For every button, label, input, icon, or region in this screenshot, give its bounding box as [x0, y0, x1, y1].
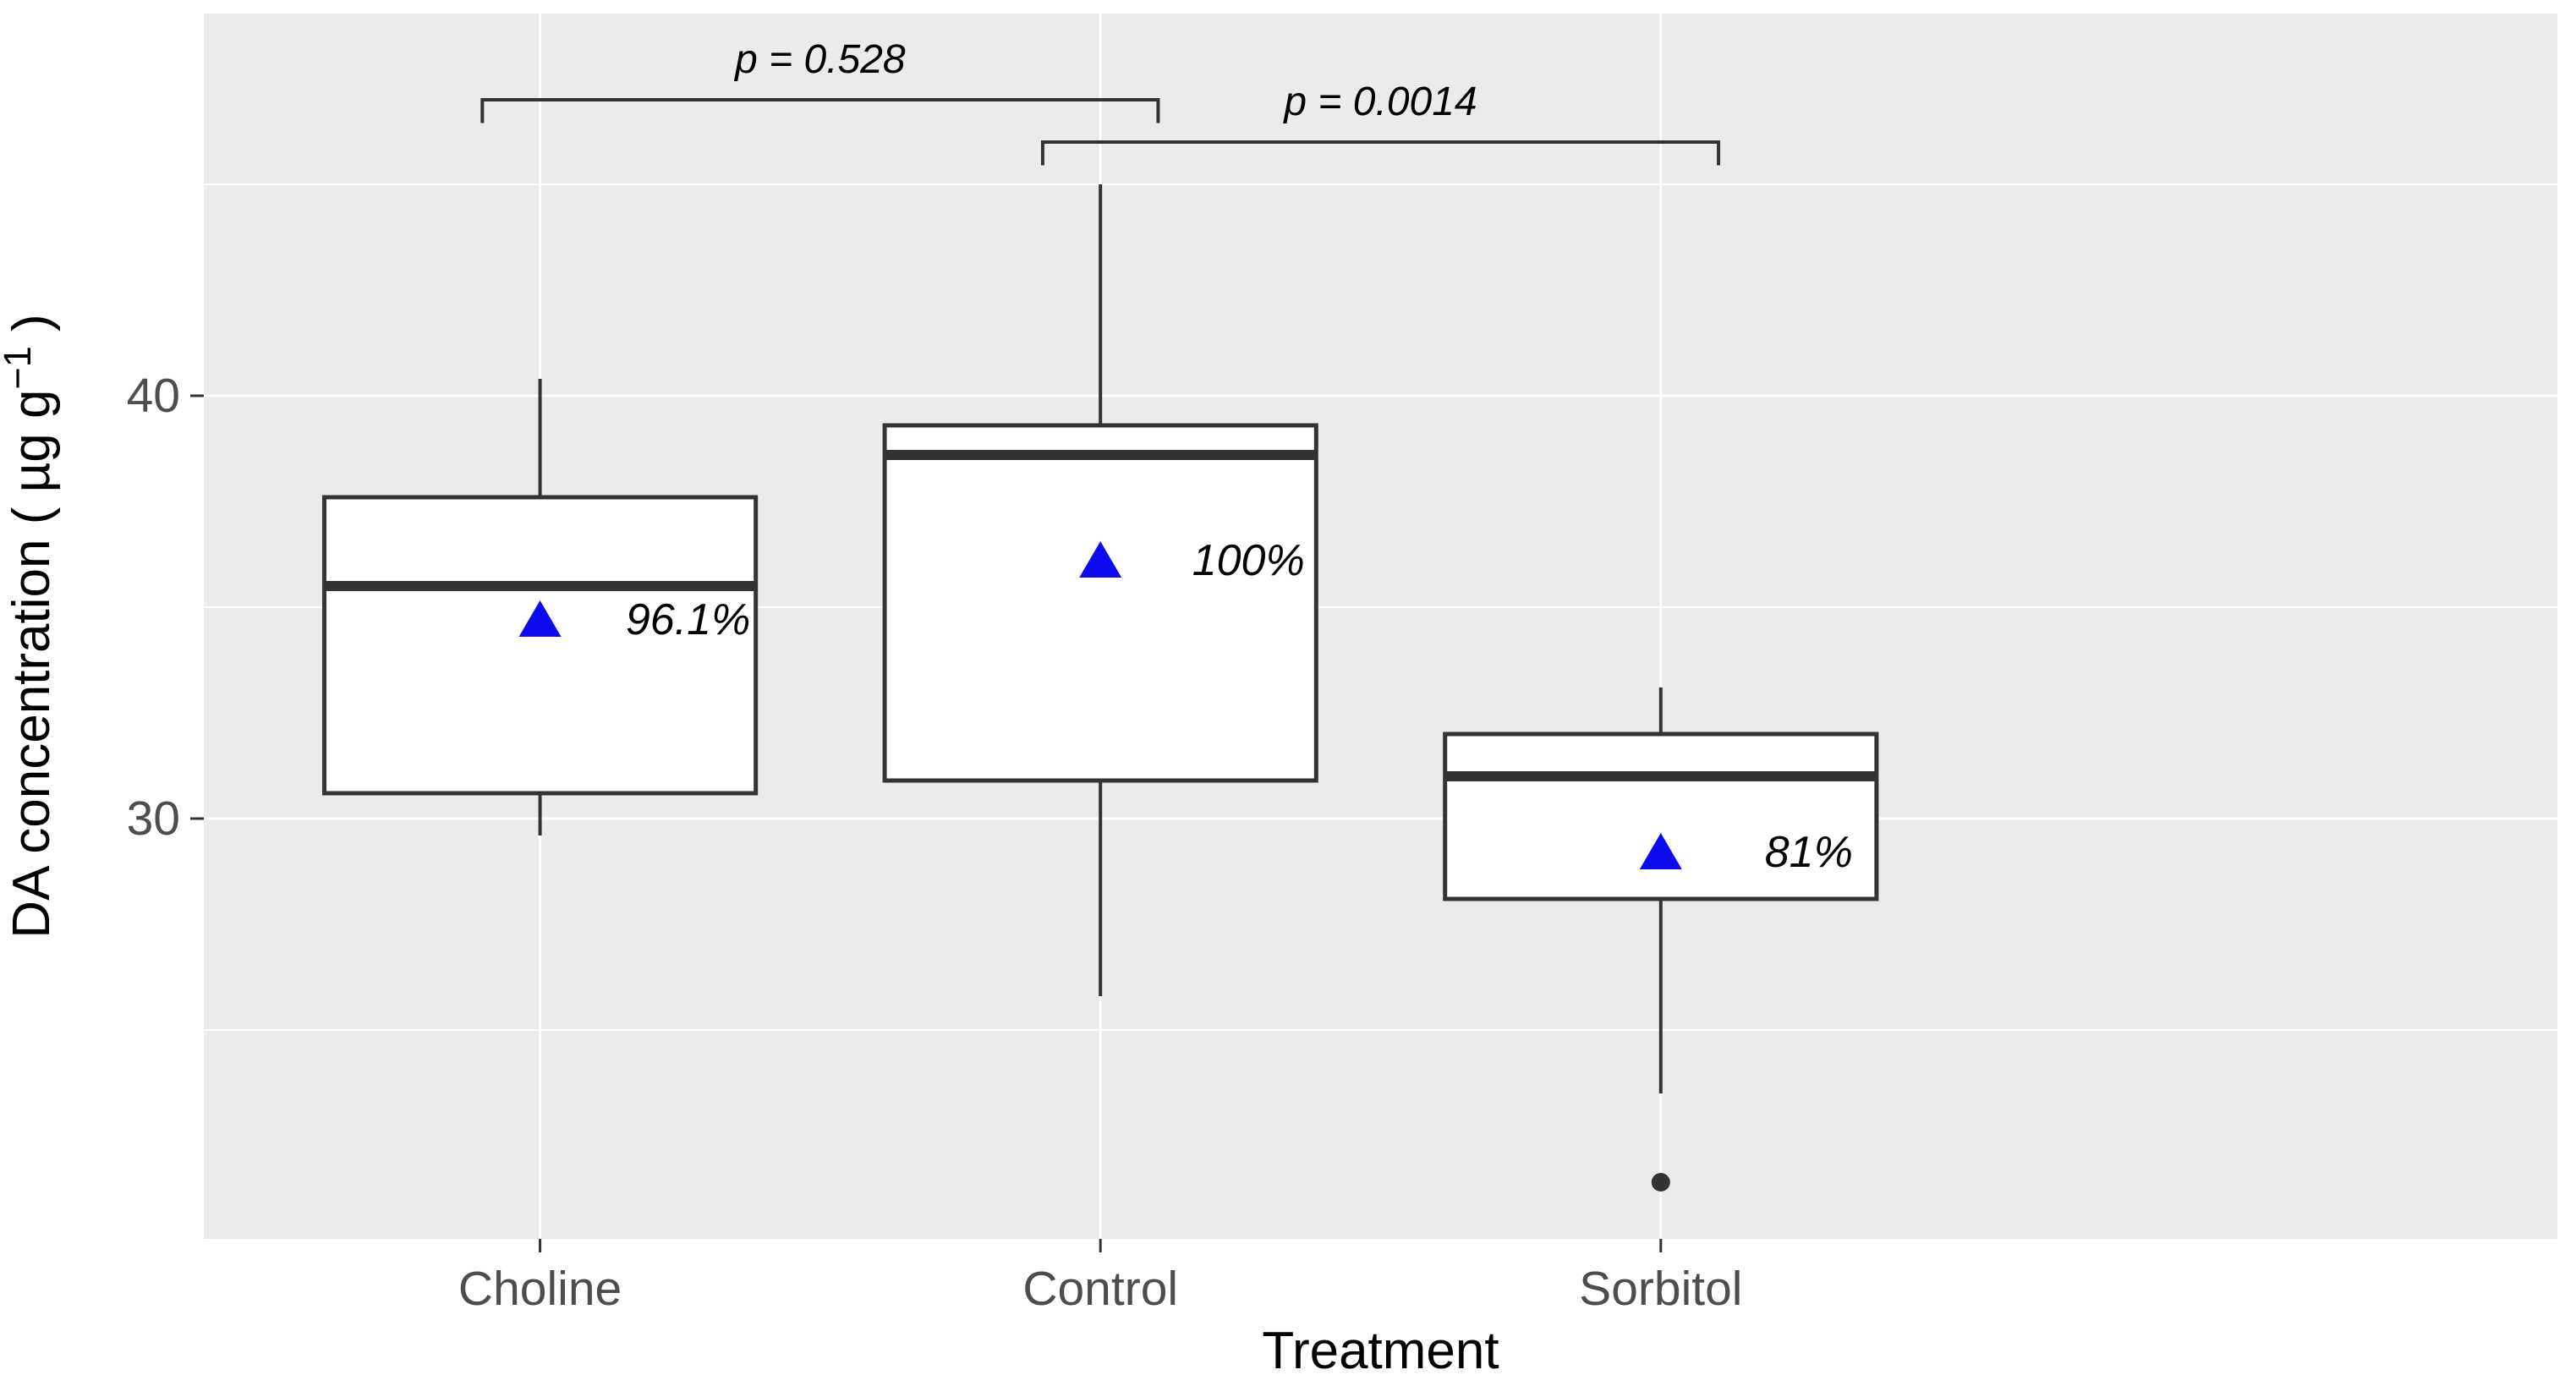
- x-axis-title: Treatment: [1262, 1322, 1499, 1380]
- y-axis-title: DA concentration ( µg g−1 ): [0, 314, 61, 938]
- mean-triangle-up-icon-sorbitol: [1639, 833, 1682, 869]
- x-category-label-control: Control: [1022, 1262, 1178, 1316]
- pvalue-label-1: p = 0.0014: [1282, 79, 1477, 124]
- mean-triangle-up-icon-control: [1079, 541, 1122, 578]
- mean-percent-label-sorbitol: 81%: [1765, 828, 1853, 877]
- y-tick-label-40: 40: [127, 369, 180, 423]
- mean-percent-label-choline: 96.1%: [626, 595, 750, 644]
- mean-triangle-up-icon-choline: [518, 600, 562, 637]
- pvalue-label-0: p = 0.528: [733, 37, 906, 82]
- x-category-label-sorbitol: Sorbitol: [1579, 1262, 1742, 1316]
- y-tick-label-30: 30: [127, 792, 180, 846]
- significance-bracket-1: [1040, 140, 1721, 166]
- box-sorbitol: [1443, 731, 1879, 901]
- outlier-point-sorbitol-0: [1651, 1173, 1670, 1192]
- mean-percent-label-control: 100%: [1192, 536, 1305, 585]
- box-choline: [321, 495, 759, 796]
- x-category-label-choline: Choline: [458, 1262, 622, 1316]
- box-control: [882, 423, 1318, 783]
- significance-bracket-0: [480, 98, 1160, 123]
